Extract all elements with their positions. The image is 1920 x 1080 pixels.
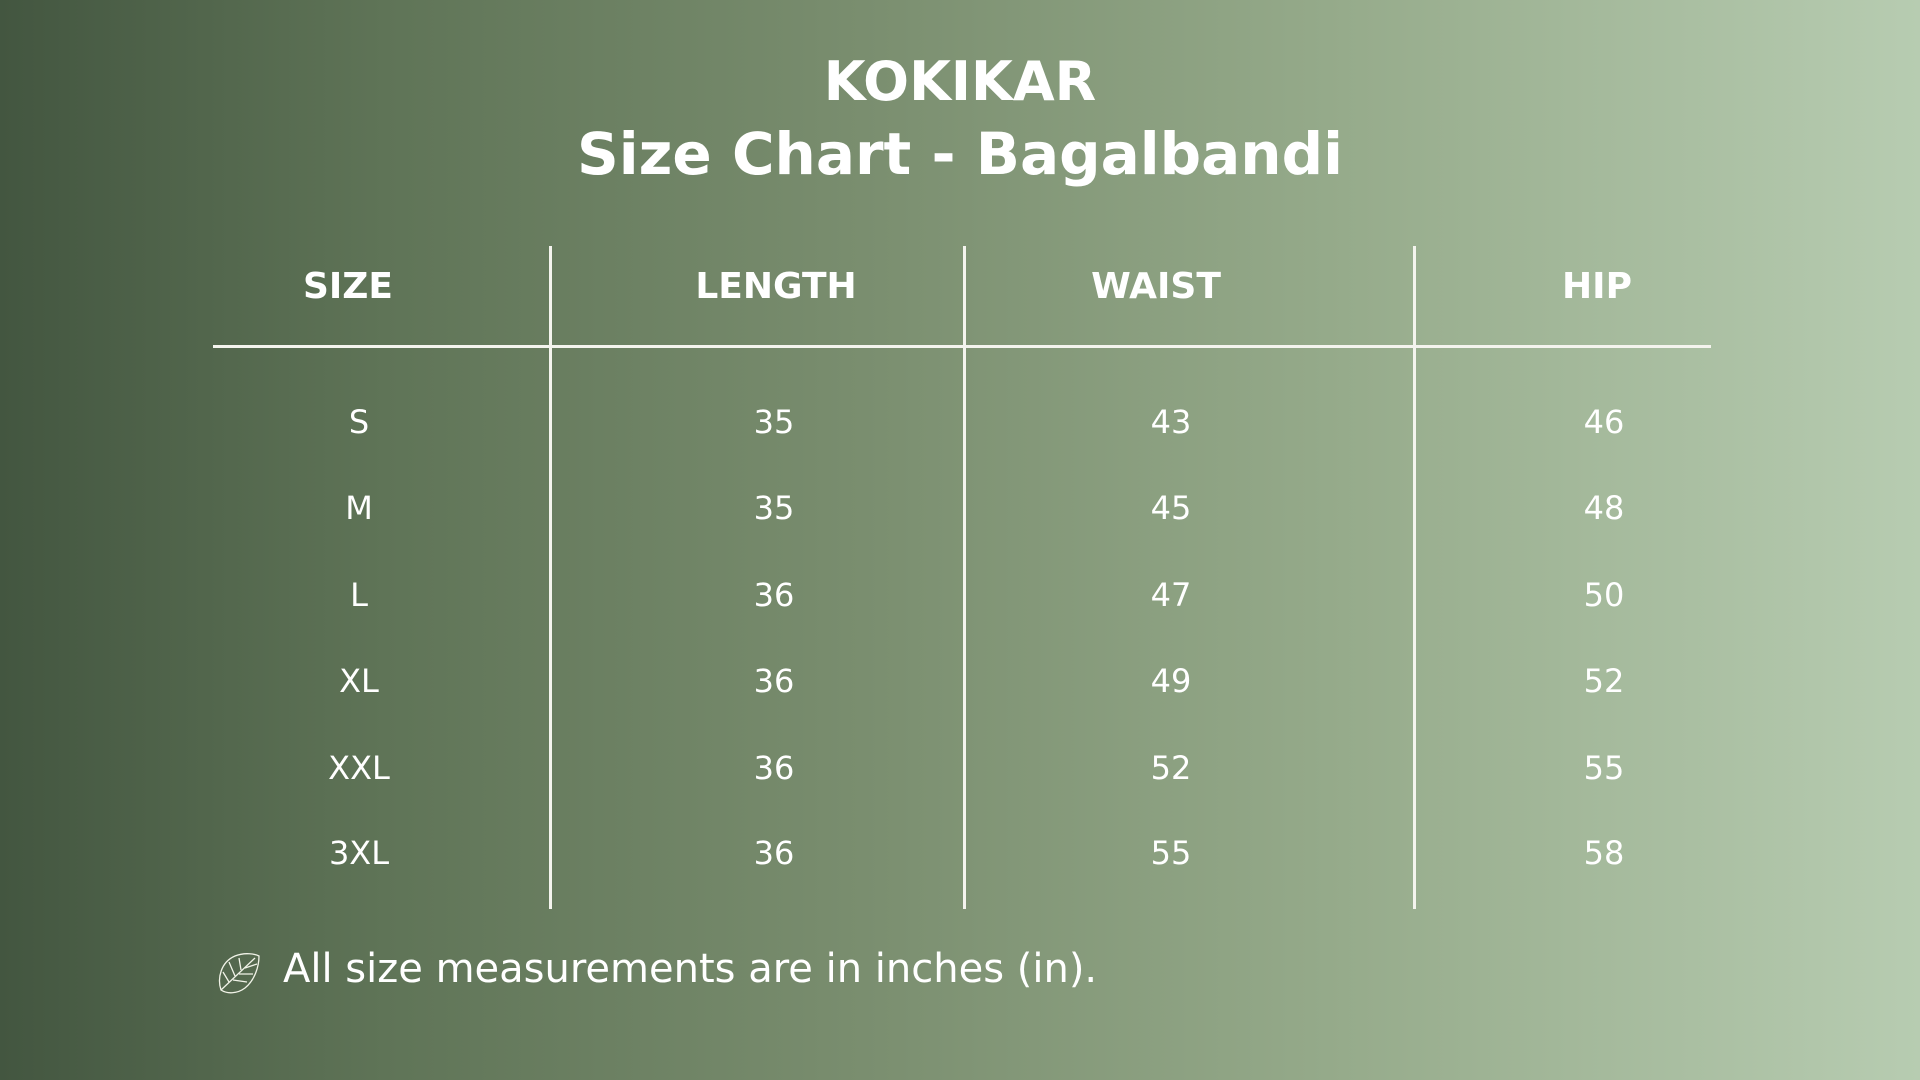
table-cell: 45 bbox=[1150, 489, 1192, 527]
table-cell: 50 bbox=[1583, 576, 1625, 614]
table-cell: XXL bbox=[328, 749, 390, 787]
table-cell: 58 bbox=[1583, 834, 1625, 872]
table-cell: M bbox=[345, 489, 373, 527]
column-divider bbox=[963, 246, 966, 909]
table-cell: S bbox=[348, 403, 370, 441]
table-cell: 36 bbox=[753, 749, 795, 787]
column-header-length: LENGTH bbox=[695, 266, 857, 307]
table-cell: 47 bbox=[1150, 576, 1192, 614]
brand-title: KOKIKAR bbox=[823, 50, 1097, 113]
monstera-leaf-icon bbox=[218, 953, 260, 994]
table-cell: XL bbox=[339, 662, 379, 700]
table-cell: 55 bbox=[1583, 749, 1625, 787]
column-header-hip: HIP bbox=[1562, 266, 1632, 307]
column-divider bbox=[549, 246, 552, 909]
table-cell: L bbox=[350, 576, 368, 614]
table-cell: 49 bbox=[1150, 662, 1192, 700]
table-cell: 3XL bbox=[328, 834, 390, 872]
table-cell: 35 bbox=[753, 403, 795, 441]
table-cell: 36 bbox=[753, 834, 795, 872]
column-header-waist: WAIST bbox=[1091, 266, 1221, 307]
header-divider bbox=[213, 345, 1711, 348]
units-note: All size measurements are in inches (in)… bbox=[283, 946, 1098, 992]
table-cell: 36 bbox=[753, 576, 795, 614]
table-cell: 52 bbox=[1583, 662, 1625, 700]
table-cell: 52 bbox=[1150, 749, 1192, 787]
table-cell: 43 bbox=[1150, 403, 1192, 441]
table-cell: 55 bbox=[1150, 834, 1192, 872]
table-cell: 36 bbox=[753, 662, 795, 700]
table-cell: 35 bbox=[753, 489, 795, 527]
table-cell: 46 bbox=[1583, 403, 1625, 441]
column-header-size: SIZE bbox=[302, 266, 394, 307]
page-title: Size Chart - Bagalbandi bbox=[577, 120, 1343, 188]
table-cell: 48 bbox=[1583, 489, 1625, 527]
column-divider bbox=[1413, 246, 1416, 909]
